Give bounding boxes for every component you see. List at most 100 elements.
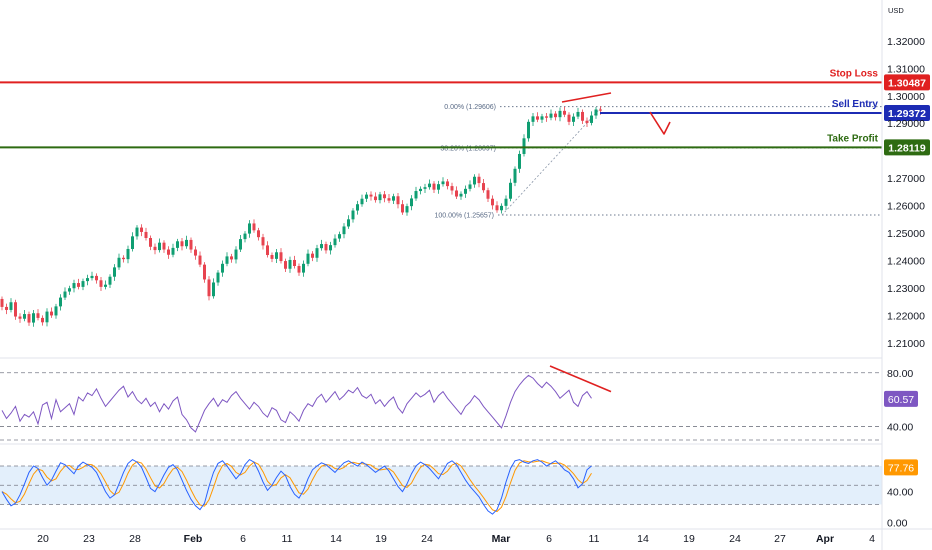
candle-body bbox=[329, 245, 332, 251]
candle-body bbox=[68, 288, 71, 292]
candle-body bbox=[59, 297, 62, 307]
candle-body bbox=[369, 194, 373, 197]
rsi-value: 60.57 bbox=[888, 394, 914, 406]
candle-body bbox=[180, 241, 184, 247]
candle-body bbox=[135, 227, 139, 237]
candle-body bbox=[77, 283, 80, 287]
time-tick-label: 20 bbox=[37, 533, 49, 545]
candle-body bbox=[266, 245, 269, 256]
candlestick-series[interactable] bbox=[0, 106, 603, 327]
candle-body bbox=[419, 188, 422, 192]
sell-entry-price-tag bbox=[884, 104, 930, 121]
candle-body bbox=[216, 272, 220, 283]
candle-body bbox=[473, 176, 476, 185]
candle-body bbox=[27, 314, 31, 323]
fibonacci-retracement[interactable]: 0.00% (1.29606) 38.20% (1.28097) 100.00% (… bbox=[434, 104, 882, 220]
candle-body bbox=[365, 194, 368, 199]
candle-body bbox=[36, 313, 40, 318]
candle-body bbox=[86, 278, 89, 282]
candle-body bbox=[563, 110, 566, 115]
candle-body bbox=[81, 281, 85, 287]
candle-body bbox=[18, 316, 22, 319]
candle-body bbox=[63, 291, 67, 298]
rsi-panel[interactable]: 80.00 40.00 60.57 bbox=[0, 357, 918, 441]
stoch-d-line bbox=[1, 460, 592, 513]
candle-body bbox=[468, 184, 472, 189]
candle-body bbox=[113, 267, 116, 277]
rsi-divergence-line bbox=[549, 365, 612, 393]
candle-body bbox=[428, 183, 431, 188]
time-tick-label: 24 bbox=[729, 533, 741, 545]
candle-body bbox=[351, 210, 355, 220]
candle-body bbox=[288, 259, 292, 269]
price-axis[interactable]: USD 1.32000 1.31000 1.30000 1.29000 1.27000 1.… bbox=[887, 6, 925, 350]
candle-body bbox=[90, 275, 94, 279]
candle-body bbox=[554, 113, 557, 118]
take-profit-label: Take Profit bbox=[827, 133, 879, 144]
candle-body bbox=[239, 239, 242, 250]
candle-body bbox=[455, 190, 458, 197]
price-tick-label: 1.22000 bbox=[887, 310, 925, 322]
candle-body bbox=[522, 138, 526, 154]
rsi-value-tag bbox=[884, 390, 918, 407]
trade-levels[interactable]: Stop Loss 1.30487 Sell Entry 1.29372 Take Pr… bbox=[0, 68, 930, 156]
time-tick-label: 6 bbox=[546, 533, 552, 545]
rsi-tick-label: 40.00 bbox=[887, 422, 913, 434]
candle-body bbox=[486, 190, 490, 199]
candle-body bbox=[356, 204, 359, 211]
take-profit-price-value: 1.28119 bbox=[888, 142, 926, 154]
price-tick-label: 1.23000 bbox=[887, 283, 925, 295]
candle-body bbox=[122, 257, 125, 260]
candle-body bbox=[567, 114, 571, 122]
candle-body bbox=[189, 239, 193, 250]
candle-body bbox=[383, 194, 386, 199]
candle-body bbox=[248, 223, 251, 234]
candle-body bbox=[437, 184, 440, 190]
candle-body bbox=[185, 239, 188, 247]
candle-body bbox=[32, 313, 35, 323]
candle-body bbox=[482, 183, 485, 191]
sell-entry-price-value: 1.29372 bbox=[888, 108, 926, 120]
candle-body bbox=[378, 194, 382, 201]
candle-body bbox=[162, 242, 166, 250]
candle-body bbox=[14, 302, 17, 317]
candle-body bbox=[45, 311, 49, 323]
candle-body bbox=[131, 236, 134, 249]
stochastic-panel[interactable]: 40.00 0.00 77.76 bbox=[0, 443, 918, 529]
candle-body bbox=[545, 116, 548, 118]
candle-body bbox=[513, 168, 517, 183]
candle-body bbox=[167, 249, 170, 255]
candle-body bbox=[261, 237, 265, 246]
candle-body bbox=[374, 196, 377, 201]
candle-body bbox=[464, 188, 467, 194]
candle-body bbox=[171, 247, 175, 255]
candle-body bbox=[392, 196, 395, 201]
candle-body bbox=[396, 196, 400, 205]
time-tick-label: 14 bbox=[637, 533, 649, 545]
fib-level-label: 38.20% (1.28097) bbox=[440, 146, 496, 153]
time-tick-label: 27 bbox=[774, 533, 786, 545]
take-profit-price-tag bbox=[884, 139, 930, 156]
candle-body bbox=[527, 121, 530, 139]
rsi-tick-label: 80.00 bbox=[887, 368, 913, 380]
candle-body bbox=[599, 109, 602, 111]
candle-body bbox=[158, 242, 161, 251]
candle-body bbox=[491, 198, 494, 206]
candle-body bbox=[144, 231, 148, 238]
candle-body bbox=[230, 256, 233, 260]
candle-body bbox=[140, 227, 143, 232]
candle-body bbox=[347, 219, 350, 227]
candle-body bbox=[333, 238, 337, 246]
candle-body bbox=[302, 263, 305, 273]
price-tick-label: 1.32000 bbox=[887, 36, 925, 48]
bearish-arrow bbox=[649, 111, 671, 135]
price-tick-label: 1.31000 bbox=[887, 63, 925, 75]
rsi-line bbox=[1, 374, 592, 433]
candle-body bbox=[558, 110, 562, 118]
candle-body bbox=[225, 256, 229, 264]
currency-label: USD bbox=[888, 6, 904, 15]
candle-body bbox=[41, 317, 44, 323]
candle-body bbox=[234, 249, 238, 260]
